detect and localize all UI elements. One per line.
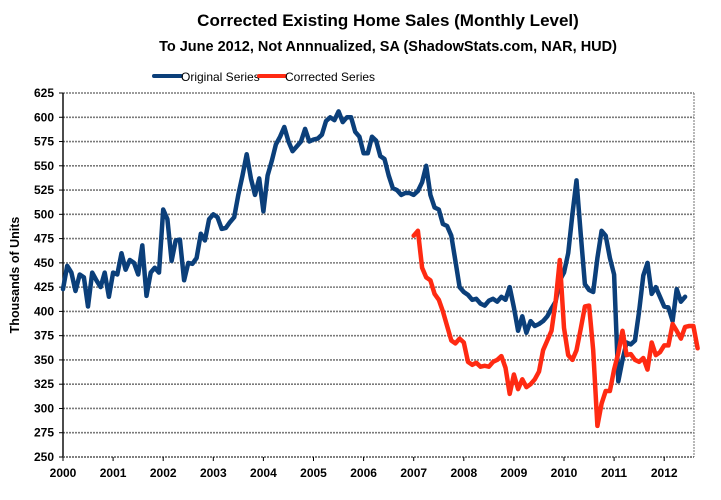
y-tick-label: 500 — [34, 207, 54, 221]
x-tick-label: 2001 — [100, 466, 127, 480]
series-line-corrected — [411, 228, 700, 429]
x-tick-label: 2002 — [150, 466, 177, 480]
x-tick-label: 2000 — [50, 466, 77, 480]
x-tick-labels: 2000 2001 2002 2003 2004 2005 2006 2007 2008 2009… — [50, 466, 678, 480]
x-tick-label: 2008 — [450, 466, 477, 480]
y-tick-label: 375 — [34, 329, 54, 343]
y-tick-label: 575 — [34, 135, 54, 149]
y-tick-label: 550 — [34, 159, 54, 173]
y-tick-label: 275 — [34, 426, 54, 440]
y-tick-label: 325 — [34, 377, 54, 391]
y-tick-label: 600 — [34, 110, 54, 124]
series-line-original — [60, 109, 688, 384]
axes — [59, 92, 695, 461]
legend: Original Series Corrected Series — [152, 70, 375, 84]
x-tick-label: 2009 — [501, 466, 528, 480]
x-tick-label: 2006 — [350, 466, 377, 480]
y-tick-label: 300 — [34, 401, 54, 415]
y-tick-label: 350 — [34, 353, 54, 367]
series-lines — [60, 109, 700, 429]
x-tick-label: 2003 — [200, 466, 227, 480]
y-tick-label: 525 — [34, 183, 54, 197]
x-tick-label: 2011 — [601, 466, 627, 480]
x-tick-label: 2007 — [400, 466, 427, 480]
y-tick-label: 250 — [34, 450, 54, 464]
x-tick-label: 2005 — [300, 466, 327, 480]
x-tick-label: 2010 — [551, 466, 578, 480]
y-tick-label: 475 — [34, 232, 54, 246]
chart-subtitle: To June 2012, Not Annnualized, SA (Shado… — [159, 39, 617, 55]
chart-title: Corrected Existing Home Sales (Monthly L… — [197, 11, 579, 30]
y-tick-label: 450 — [34, 256, 54, 270]
legend-label-original: Original Series — [181, 70, 260, 84]
y-tick-labels: 250 275 300 325 350 375 400 425 450 475 500 525 550 5… — [34, 86, 54, 464]
y-axis-label: Thousands of Units — [8, 217, 22, 334]
legend-label-corrected: Corrected Series — [285, 70, 375, 84]
y-tick-label: 400 — [34, 304, 54, 318]
y-tick-label: 625 — [34, 86, 54, 100]
x-tick-label: 2004 — [250, 466, 277, 480]
y-tick-label: 425 — [34, 280, 54, 294]
x-tick-label: 2012 — [651, 466, 678, 480]
